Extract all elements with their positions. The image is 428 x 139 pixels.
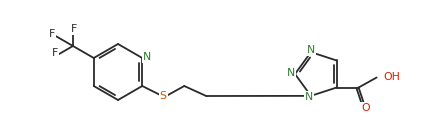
Text: F: F	[48, 29, 55, 39]
Text: N: N	[307, 45, 315, 55]
Text: F: F	[51, 48, 58, 58]
Text: N: N	[305, 92, 313, 102]
Text: OH: OH	[383, 72, 401, 81]
Text: N: N	[143, 52, 152, 62]
Text: F: F	[71, 24, 77, 34]
Text: N: N	[287, 68, 295, 78]
Text: S: S	[160, 91, 167, 101]
Text: O: O	[361, 103, 370, 112]
